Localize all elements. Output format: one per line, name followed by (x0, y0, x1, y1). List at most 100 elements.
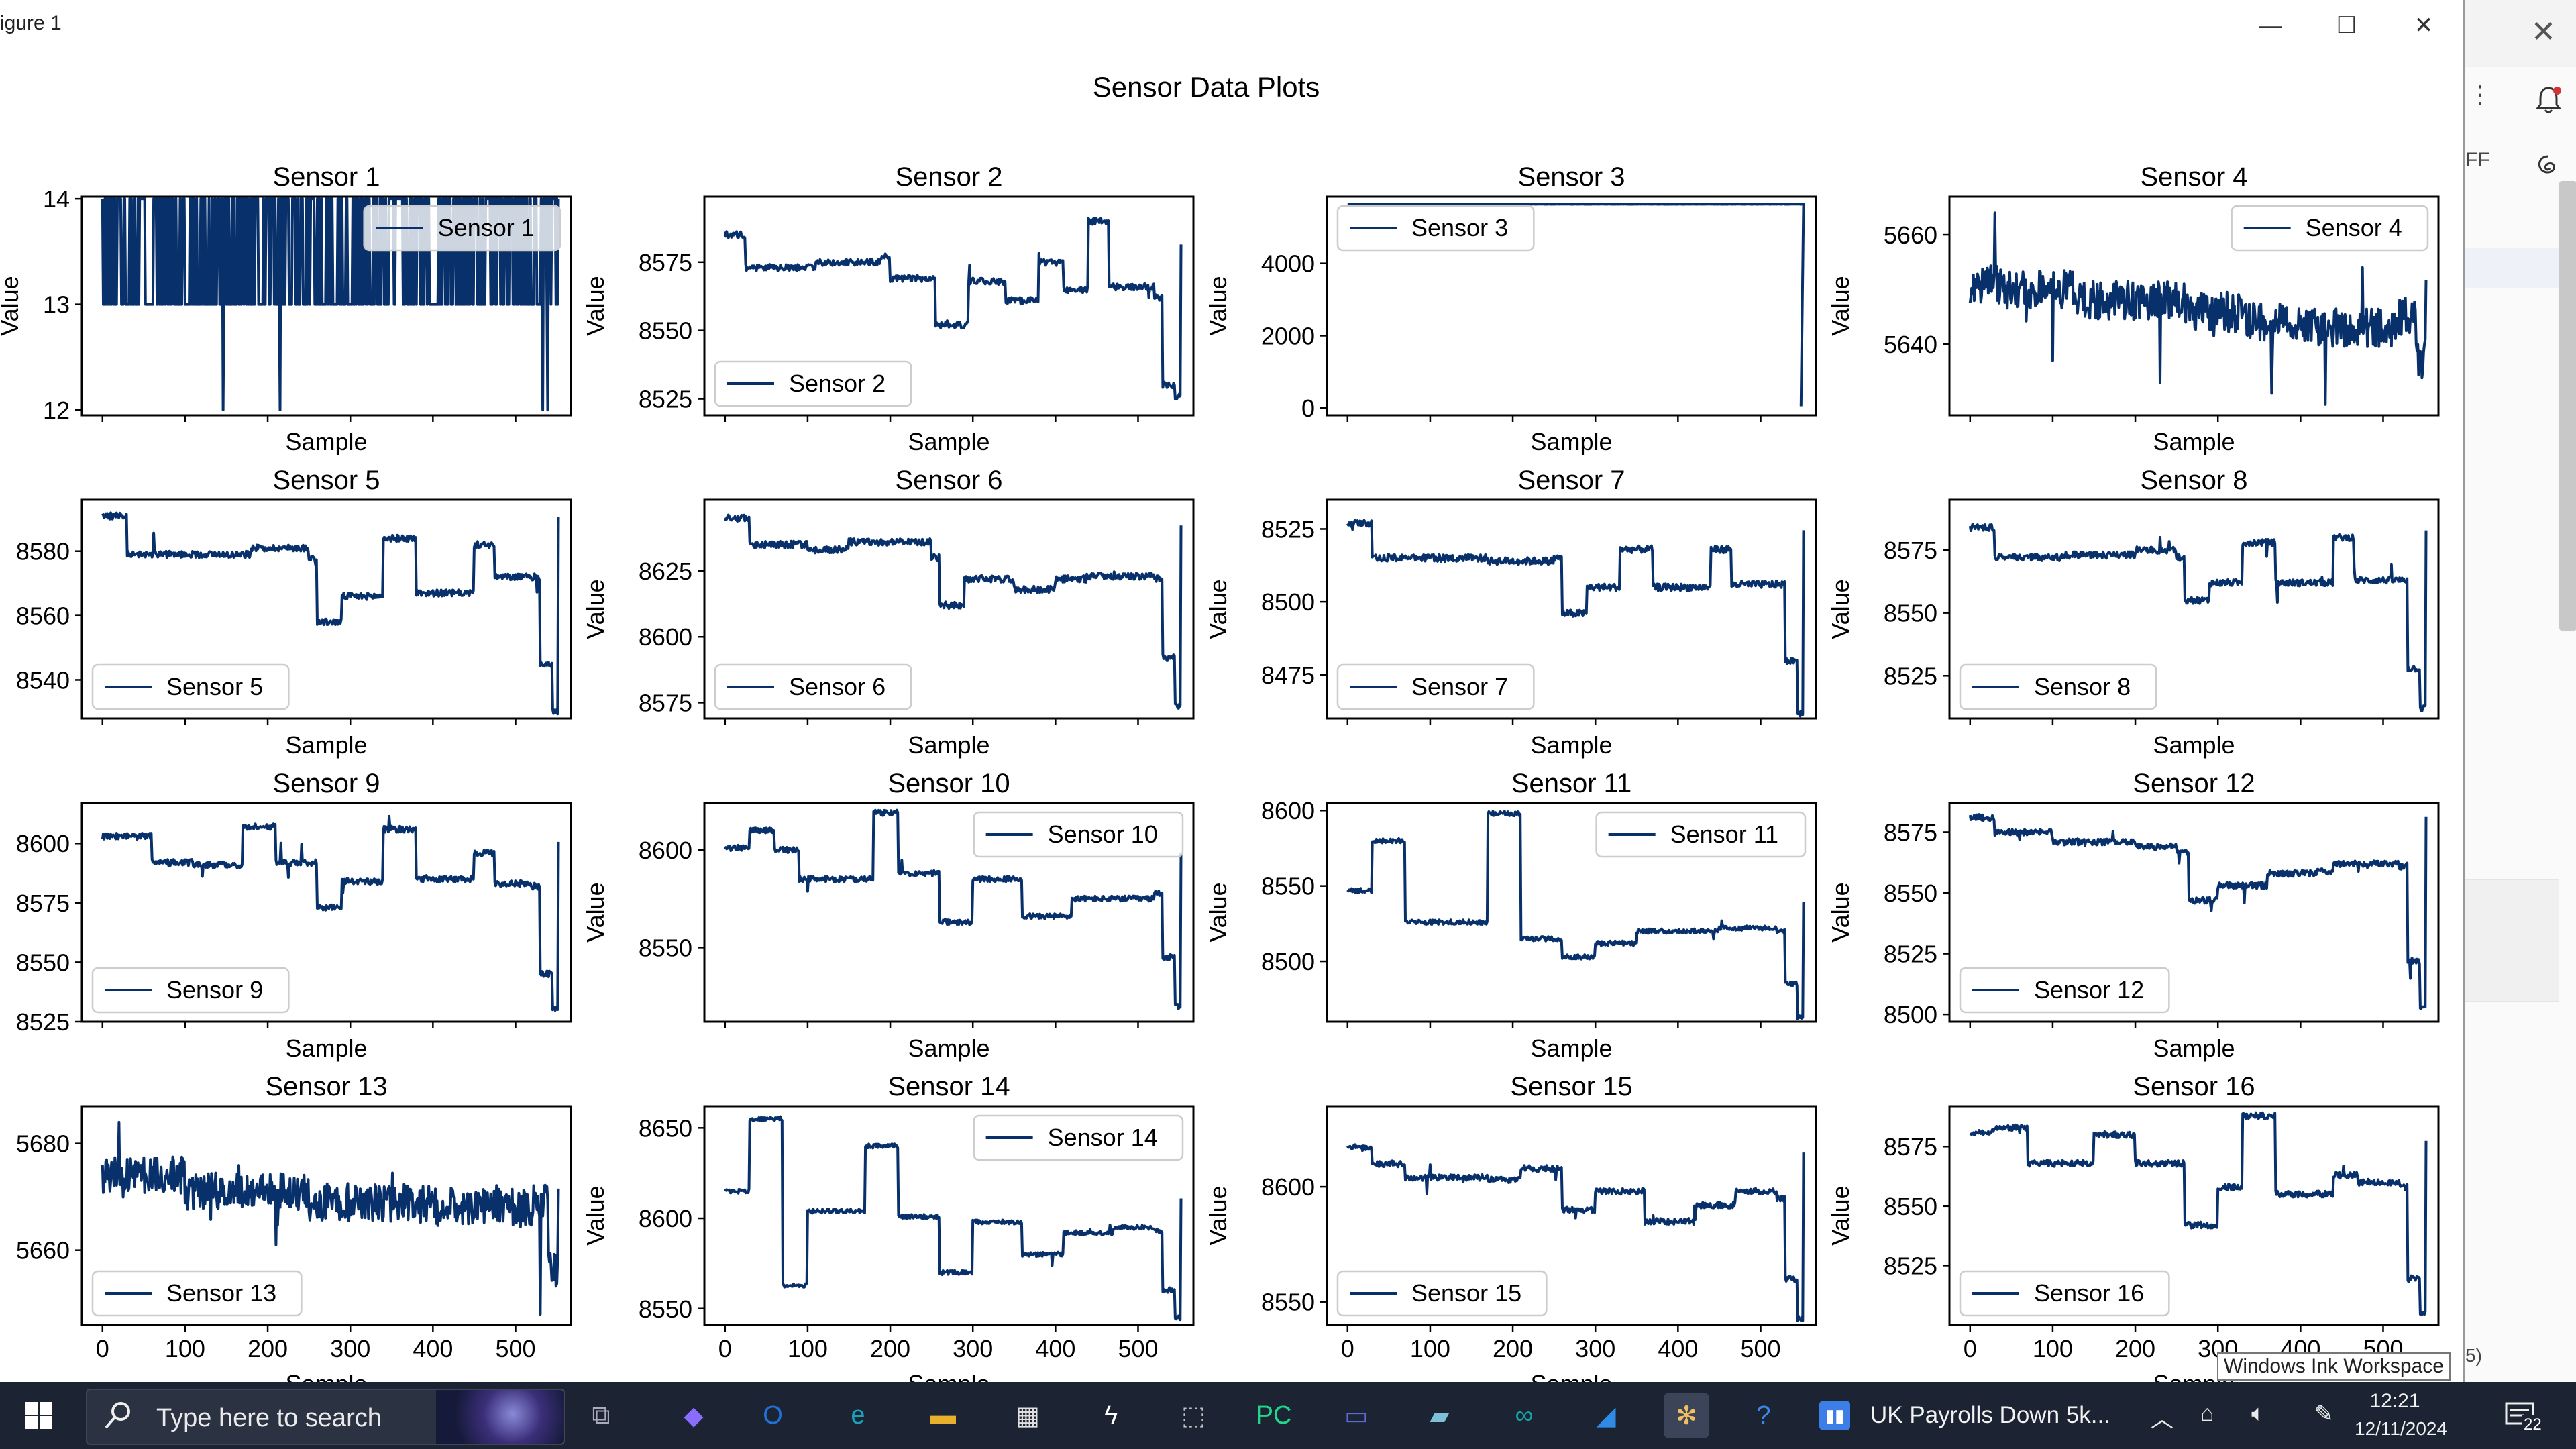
partial-text: FF (2465, 149, 2490, 171)
y-axis-label: Value (1204, 276, 1232, 335)
legend-label: Sensor 2 (789, 370, 885, 397)
subplot-title: Sensor 11 (1511, 769, 1631, 798)
legend-box (714, 360, 912, 407)
legend-box (363, 205, 561, 252)
subplot-title: Sensor 13 (265, 1072, 387, 1102)
x-tick-label: 0 (96, 1335, 109, 1362)
taskbar-app-terminal-app[interactable]: ▭ (1334, 1393, 1379, 1438)
search-highlight-image (436, 1390, 564, 1444)
figure-canvas: Sensor Data Plots Sensor 1 12 13 14 Sample Va… (0, 71, 2440, 1382)
legend-label: Sensor 10 (1048, 820, 1158, 848)
legend-box (1959, 967, 2170, 1014)
subplot-title: Sensor 12 (2133, 769, 2255, 798)
close-icon[interactable]: ✕ (2531, 15, 2556, 48)
subplot-title: Sensor 14 (888, 1072, 1010, 1102)
y-axis-label: Value (1204, 1185, 1232, 1245)
x-axis-label: Sample (908, 731, 989, 759)
subplot-6: Sensor 6 8575 8600 8625 Sample Value Sensor 6 (582, 466, 1195, 759)
x-tick-label: 200 (248, 1335, 288, 1362)
subplot-4: Sensor 4 5640 5660 Sample Value Sensor 4 (1827, 162, 2440, 455)
legend-box (1595, 811, 1807, 858)
x-tick-label: 400 (1035, 1335, 1075, 1362)
y-tick-label: 8550 (639, 1295, 692, 1323)
volume-icon[interactable]: 🔈︎ (2251, 1401, 2265, 1426)
legend: Sensor 11 (1595, 811, 1807, 858)
scrollbar-thumb[interactable] (2559, 181, 2576, 631)
legend: Sensor 9 (91, 967, 290, 1014)
taskbar-search[interactable]: Type here to search (86, 1389, 565, 1445)
close-button[interactable]: ✕ (2414, 13, 2434, 38)
y-tick-label: 8575 (16, 890, 70, 917)
legend: Sensor 4 (2231, 205, 2429, 252)
minimize-button[interactable]: — (2259, 12, 2282, 38)
taskbar-app-copilot[interactable]: ◆ (671, 1393, 716, 1438)
legend: Sensor 13 (91, 1270, 303, 1317)
lightning-app-icon: ϟ (1104, 1401, 1118, 1430)
edge-icon: e (851, 1401, 865, 1430)
taskbar-app-edge[interactable]: e (835, 1393, 881, 1438)
y-tick-label: 8525 (1884, 941, 1937, 968)
y-tick-label: 8600 (639, 1205, 692, 1232)
clock-time[interactable]: 12:21 (2369, 1390, 2420, 1412)
subplot-15: Sensor 15 8550 8600 0 100 200 300 400 500 Sample V… (1204, 1072, 1817, 1382)
legend-box (973, 811, 1184, 858)
taskbar-app-task-view[interactable]: ⧉ (578, 1393, 624, 1438)
taskbar-app-store[interactable]: ▦ (1005, 1393, 1051, 1438)
series-line (1347, 203, 1805, 407)
x-tick-label: 0 (1341, 1335, 1354, 1362)
selected-row[interactable] (2465, 248, 2559, 288)
x-axis-label: Sample (908, 428, 989, 455)
taskbar-app-lightning-app[interactable]: ϟ (1088, 1393, 1134, 1438)
taskbar-app-python-app[interactable]: ✻ (1664, 1393, 1709, 1438)
taskbar-app-file-explorer[interactable]: ▬ (920, 1393, 966, 1438)
y-tick-label: 5660 (16, 1237, 70, 1265)
subplot-16: Sensor 168525855085750100200300400500Sam… (1827, 1072, 2440, 1382)
legend-label: Sensor 1 (438, 214, 535, 241)
subplot-2: Sensor 2 8525 8550 8575 Sample Value Sensor 2 (582, 162, 1195, 455)
series-line (101, 1120, 560, 1316)
series-line (724, 808, 1183, 1010)
taskbar-app-arduino[interactable]: ∞ (1501, 1393, 1547, 1438)
legend-label: Sensor 3 (1411, 214, 1508, 241)
subplot-5: Sensor 5854085608580SampleValueSensor 5 (16, 466, 572, 759)
y-tick-label: 4000 (1261, 250, 1315, 278)
legend-label: Sensor 12 (2034, 976, 2144, 1004)
y-tick-label: 8575 (1884, 818, 1937, 846)
network-icon[interactable]: ⌂ (2200, 1401, 2214, 1426)
clock-date[interactable]: 12/11/2024 (2355, 1418, 2448, 1439)
legend: Sensor 6 (714, 663, 912, 710)
legend: Sensor 5 (91, 663, 290, 710)
news-widget[interactable]: ▮▮ UK Payrolls Down 5k... (1811, 1389, 2110, 1442)
legend: Sensor 1 (363, 205, 561, 252)
y-tick-label: 8525 (16, 1008, 70, 1036)
y-tick-label: 8575 (639, 249, 692, 276)
maximize-button[interactable]: ☐ (2336, 13, 2357, 38)
y-tick-label: 5680 (16, 1130, 70, 1158)
taskbar-app-pycharm[interactable]: PC (1251, 1393, 1297, 1438)
y-tick-label: 8500 (1884, 1001, 1937, 1028)
subplot-title: Sensor 6 (895, 466, 1002, 495)
taskbar-app-package-app[interactable]: ⬚ (1171, 1393, 1216, 1438)
notifications-icon[interactable] (2502, 1397, 2540, 1434)
more-options-icon[interactable]: ⋮ (2468, 80, 2492, 108)
notification-bell-icon[interactable] (2532, 84, 2565, 116)
start-button[interactable] (16, 1393, 62, 1438)
x-axis-label: Sample (1530, 731, 1612, 759)
x-tick-label: 500 (1118, 1335, 1158, 1362)
taskbar-app-help-app[interactable]: ? (1741, 1393, 1786, 1438)
x-tick-label: 200 (2115, 1335, 2155, 1362)
taskbar-app-outlook[interactable]: O (750, 1393, 796, 1438)
legend: Sensor 14 (973, 1114, 1184, 1161)
subplot-title: Sensor 3 (1517, 162, 1625, 192)
taskbar-app-notes-app[interactable]: ▰ (1417, 1393, 1462, 1438)
y-tick-label: 8550 (639, 317, 692, 345)
chevron-up-icon[interactable]: ︿ (2151, 1407, 2174, 1432)
legend-box (1959, 1270, 2170, 1317)
copilot-icon[interactable] (2532, 151, 2565, 183)
pen-icon[interactable]: ✎ (2314, 1401, 2334, 1427)
partial-status-text: 5) (2465, 1345, 2482, 1366)
x-tick-label: 100 (2033, 1335, 2073, 1362)
taskbar-app-photos-app[interactable]: ◢ (1583, 1393, 1629, 1438)
